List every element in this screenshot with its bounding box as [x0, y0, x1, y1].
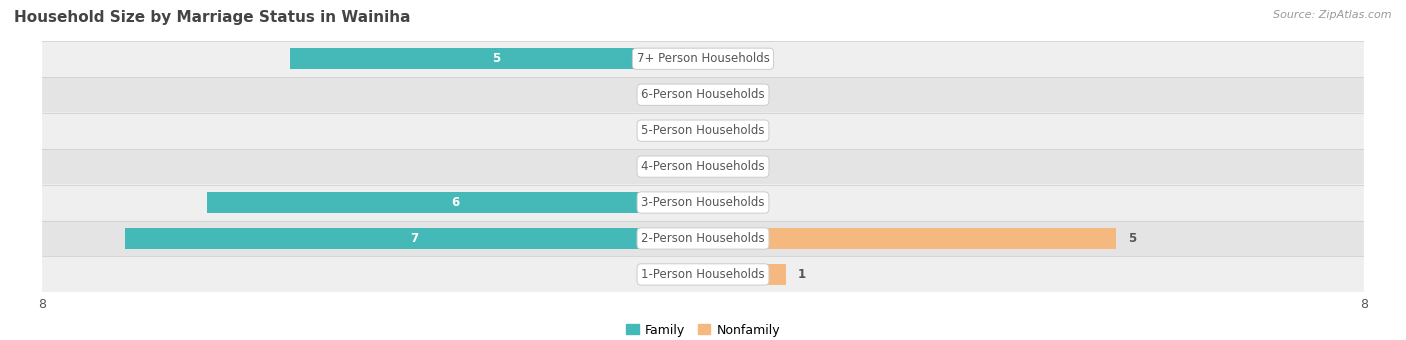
Bar	[703, 48, 737, 69]
Text: 0: 0	[744, 160, 752, 173]
Text: 5: 5	[1129, 232, 1136, 245]
Text: 5: 5	[492, 52, 501, 65]
Text: 0: 0	[744, 196, 752, 209]
Text: 3-Person Households: 3-Person Households	[641, 196, 765, 209]
Text: Source: ZipAtlas.com: Source: ZipAtlas.com	[1274, 10, 1392, 20]
Bar	[703, 192, 737, 213]
Text: 0: 0	[744, 52, 752, 65]
FancyBboxPatch shape	[42, 149, 1364, 185]
Text: 5-Person Households: 5-Person Households	[641, 124, 765, 137]
Text: 0: 0	[654, 88, 662, 101]
Text: 2-Person Households: 2-Person Households	[641, 232, 765, 245]
Bar	[669, 84, 703, 105]
Text: Household Size by Marriage Status in Wainiha: Household Size by Marriage Status in Wai…	[14, 10, 411, 25]
Text: 0: 0	[654, 268, 662, 281]
FancyBboxPatch shape	[42, 77, 1364, 113]
Text: 0: 0	[744, 124, 752, 137]
Text: 0: 0	[654, 160, 662, 173]
Text: 1: 1	[799, 268, 806, 281]
Text: 0: 0	[744, 88, 752, 101]
Text: 6-Person Households: 6-Person Households	[641, 88, 765, 101]
Text: 4-Person Households: 4-Person Households	[641, 160, 765, 173]
Text: 7: 7	[409, 232, 418, 245]
Bar	[703, 156, 737, 177]
Bar	[703, 84, 737, 105]
FancyBboxPatch shape	[42, 185, 1364, 221]
Legend: Family, Nonfamily: Family, Nonfamily	[621, 319, 785, 340]
Text: 7+ Person Households: 7+ Person Households	[637, 52, 769, 65]
Text: 6: 6	[451, 196, 460, 209]
FancyBboxPatch shape	[42, 256, 1364, 292]
Bar	[703, 228, 1116, 249]
Bar	[669, 120, 703, 141]
Bar	[207, 192, 703, 213]
Bar	[669, 156, 703, 177]
FancyBboxPatch shape	[42, 113, 1364, 149]
Bar	[669, 264, 703, 285]
Text: 1-Person Households: 1-Person Households	[641, 268, 765, 281]
Bar	[703, 120, 737, 141]
Text: 0: 0	[654, 124, 662, 137]
Bar	[125, 228, 703, 249]
Bar	[703, 264, 786, 285]
Bar	[290, 48, 703, 69]
FancyBboxPatch shape	[42, 221, 1364, 256]
FancyBboxPatch shape	[42, 41, 1364, 77]
